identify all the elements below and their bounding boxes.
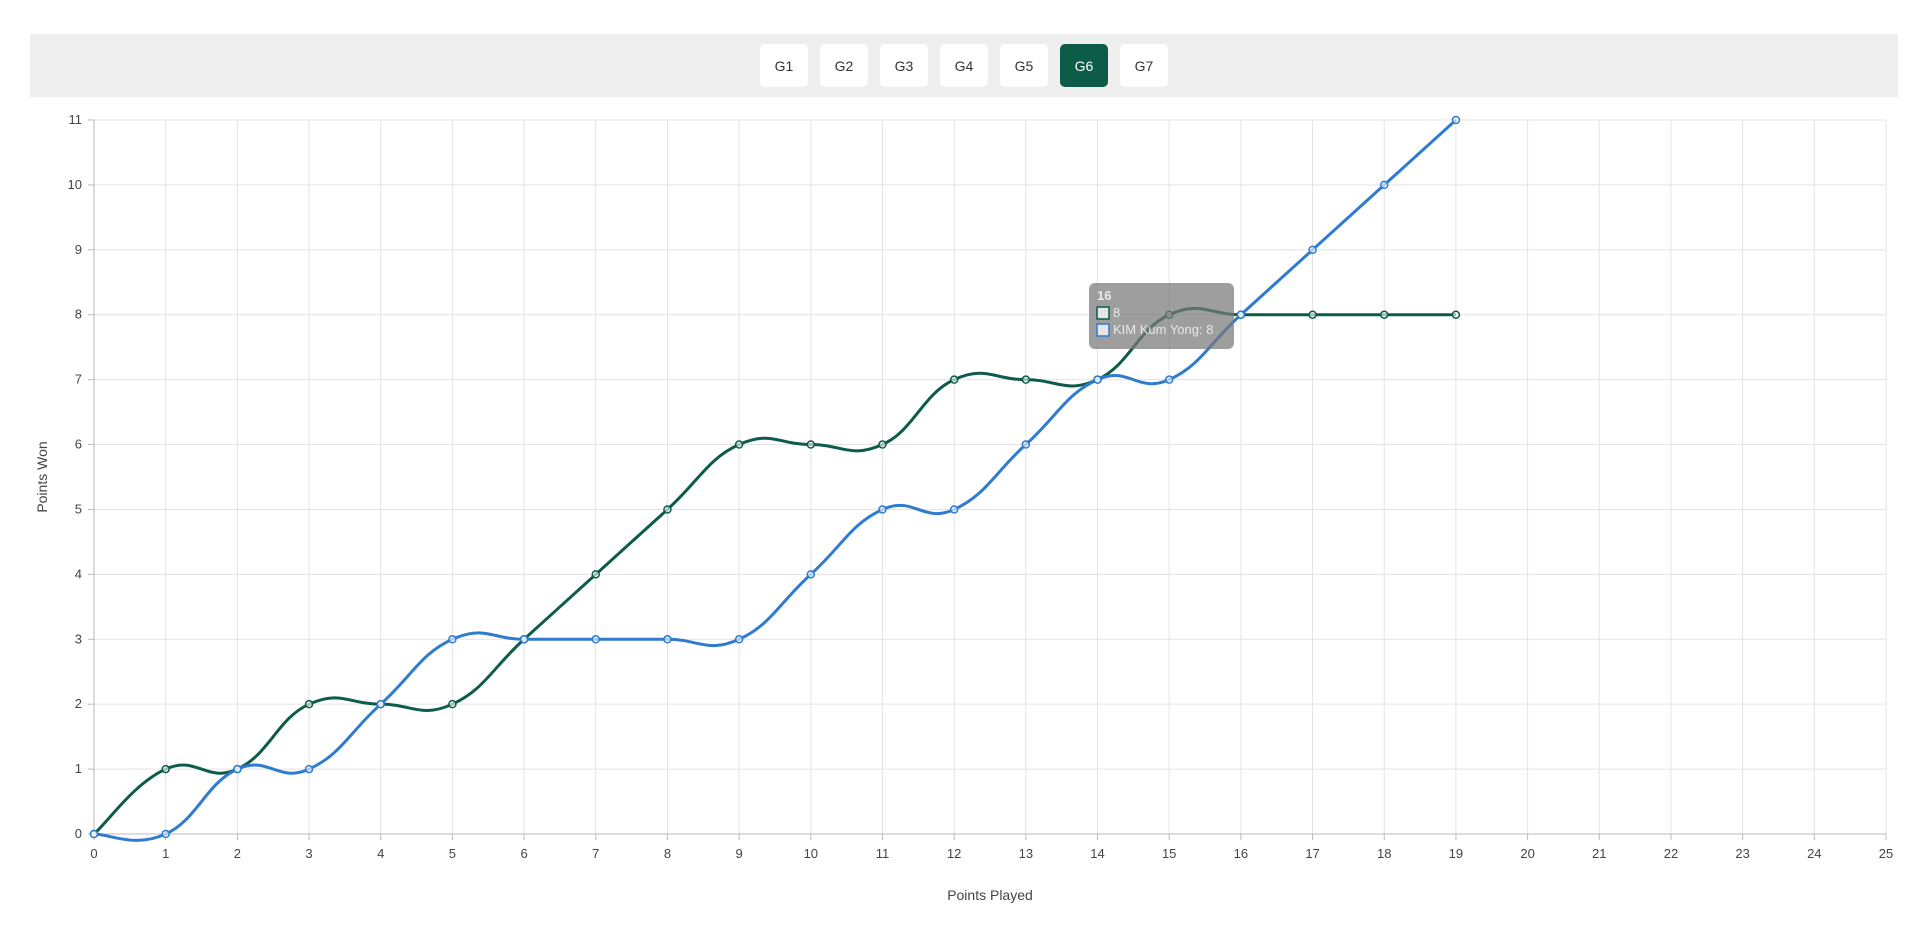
game-selector: G1 G2 G3 G4 G5 G6 G7: [30, 34, 1898, 97]
x-axis-title: Points Played: [947, 887, 1033, 903]
data-point[interactable]: [448, 635, 457, 644]
x-tick-label: 12: [947, 846, 961, 861]
y-tick-label: 6: [75, 437, 82, 452]
data-point[interactable]: [1236, 310, 1246, 319]
y-tick-label: 7: [75, 372, 82, 387]
x-tick-label: 8: [664, 846, 671, 861]
y-tick-label: 11: [69, 112, 83, 127]
tooltip-swatch: [1096, 306, 1110, 320]
x-tick-label: 10: [804, 846, 818, 861]
y-tick-label: 9: [75, 242, 82, 257]
data-point[interactable]: [1093, 375, 1102, 384]
axes: 0 1 2 3 4 5 6 7 8 9 10 11 12 13 14 15 16 17 18 19 20 21 22 23 24…: [68, 112, 1894, 861]
x-tick-label: 14: [1090, 846, 1104, 861]
x-tick-label: 11: [876, 846, 890, 861]
y-tick-label: 10: [68, 177, 82, 192]
series-lines: [92, 118, 1457, 842]
data-point[interactable]: [1021, 375, 1031, 384]
x-tick-label: 9: [736, 846, 743, 861]
y-tick-label: 1: [75, 761, 82, 776]
y-tick-label: 4: [75, 566, 82, 581]
data-point[interactable]: [519, 635, 529, 644]
data-point[interactable]: [1451, 310, 1461, 319]
points-progression-chart: 0 1 2 3 4 5 6 7 8 9 10 11 12 13 14 15 16 17 18 19 20 21 22 23 24…: [34, 112, 1894, 903]
data-point[interactable]: [89, 829, 99, 839]
game-button-g3[interactable]: G3: [880, 44, 928, 87]
x-tick-label: 3: [305, 846, 312, 861]
data-point[interactable]: [1379, 310, 1389, 319]
x-tick-label: 7: [592, 846, 599, 861]
x-tick-label: 1: [162, 846, 169, 861]
x-tick-label: 22: [1664, 846, 1678, 861]
y-tick-label: 0: [75, 826, 82, 841]
y-axis-title: Points Won: [34, 441, 50, 512]
data-point[interactable]: [161, 829, 170, 839]
y-tick-label: 8: [75, 307, 82, 322]
game-button-g7[interactable]: G7: [1120, 44, 1168, 87]
series-points: [89, 115, 1461, 839]
data-point[interactable]: [304, 699, 314, 709]
game-button-g5[interactable]: G5: [1000, 44, 1048, 87]
data-point[interactable]: [806, 440, 816, 449]
series-line-2: [93, 118, 1457, 842]
data-point[interactable]: [734, 440, 744, 449]
data-point[interactable]: [734, 635, 744, 644]
x-tick-label: 15: [1162, 846, 1176, 861]
x-tick-label: 17: [1305, 846, 1319, 861]
data-point[interactable]: [376, 699, 385, 709]
tooltip-title: 16: [1097, 288, 1111, 303]
tooltip-box: [1089, 283, 1234, 349]
data-point[interactable]: [304, 764, 314, 774]
x-tick-label: 2: [234, 846, 241, 861]
x-tick-label: 4: [377, 846, 384, 861]
data-point[interactable]: [949, 505, 959, 514]
y-tick-label: 5: [75, 501, 82, 516]
data-point[interactable]: [448, 699, 457, 709]
data-point[interactable]: [663, 635, 672, 644]
data-point[interactable]: [663, 505, 672, 514]
x-tick-label: 21: [1592, 846, 1606, 861]
data-point[interactable]: [1308, 245, 1317, 255]
grid: [93, 119, 1887, 835]
x-tick-label: 25: [1879, 846, 1893, 861]
data-point[interactable]: [1451, 115, 1461, 125]
x-tick-label: 23: [1735, 846, 1749, 861]
data-point[interactable]: [161, 764, 170, 774]
x-tick-label: 0: [90, 846, 97, 861]
x-tick-label: 20: [1520, 846, 1534, 861]
tooltip-row: KIM Kum Yong: 8: [1113, 322, 1213, 337]
data-point[interactable]: [1164, 375, 1174, 384]
y-tick-label: 2: [75, 696, 82, 711]
data-point[interactable]: [1308, 310, 1317, 319]
x-tick-label: 13: [1019, 846, 1033, 861]
data-point[interactable]: [949, 375, 959, 384]
game-button-g6[interactable]: G6: [1060, 44, 1108, 87]
data-point[interactable]: [233, 764, 242, 774]
data-point[interactable]: [1021, 440, 1031, 449]
x-tick-label: 24: [1807, 846, 1821, 861]
data-point[interactable]: [878, 505, 887, 514]
tooltip-row: 8: [1113, 305, 1120, 320]
x-tick-label: 16: [1234, 846, 1248, 861]
x-tick-label: 19: [1449, 846, 1463, 861]
game-button-g1[interactable]: G1: [760, 44, 808, 87]
series-line-1: [92, 306, 1456, 836]
x-tick-label: 5: [449, 846, 456, 861]
tooltip-swatch: [1096, 323, 1110, 337]
x-tick-label: 6: [520, 846, 527, 861]
game-button-g2[interactable]: G2: [820, 44, 868, 87]
data-point[interactable]: [806, 570, 816, 579]
chart-tooltip: 168 KIM Kum Yong: 8: [1089, 283, 1234, 349]
x-tick-label: 18: [1377, 846, 1391, 861]
data-point[interactable]: [591, 635, 601, 644]
data-point[interactable]: [1379, 180, 1389, 190]
game-button-g4[interactable]: G4: [940, 44, 988, 87]
data-point[interactable]: [591, 570, 601, 579]
y-tick-label: 3: [75, 631, 82, 646]
data-point[interactable]: [878, 440, 887, 449]
